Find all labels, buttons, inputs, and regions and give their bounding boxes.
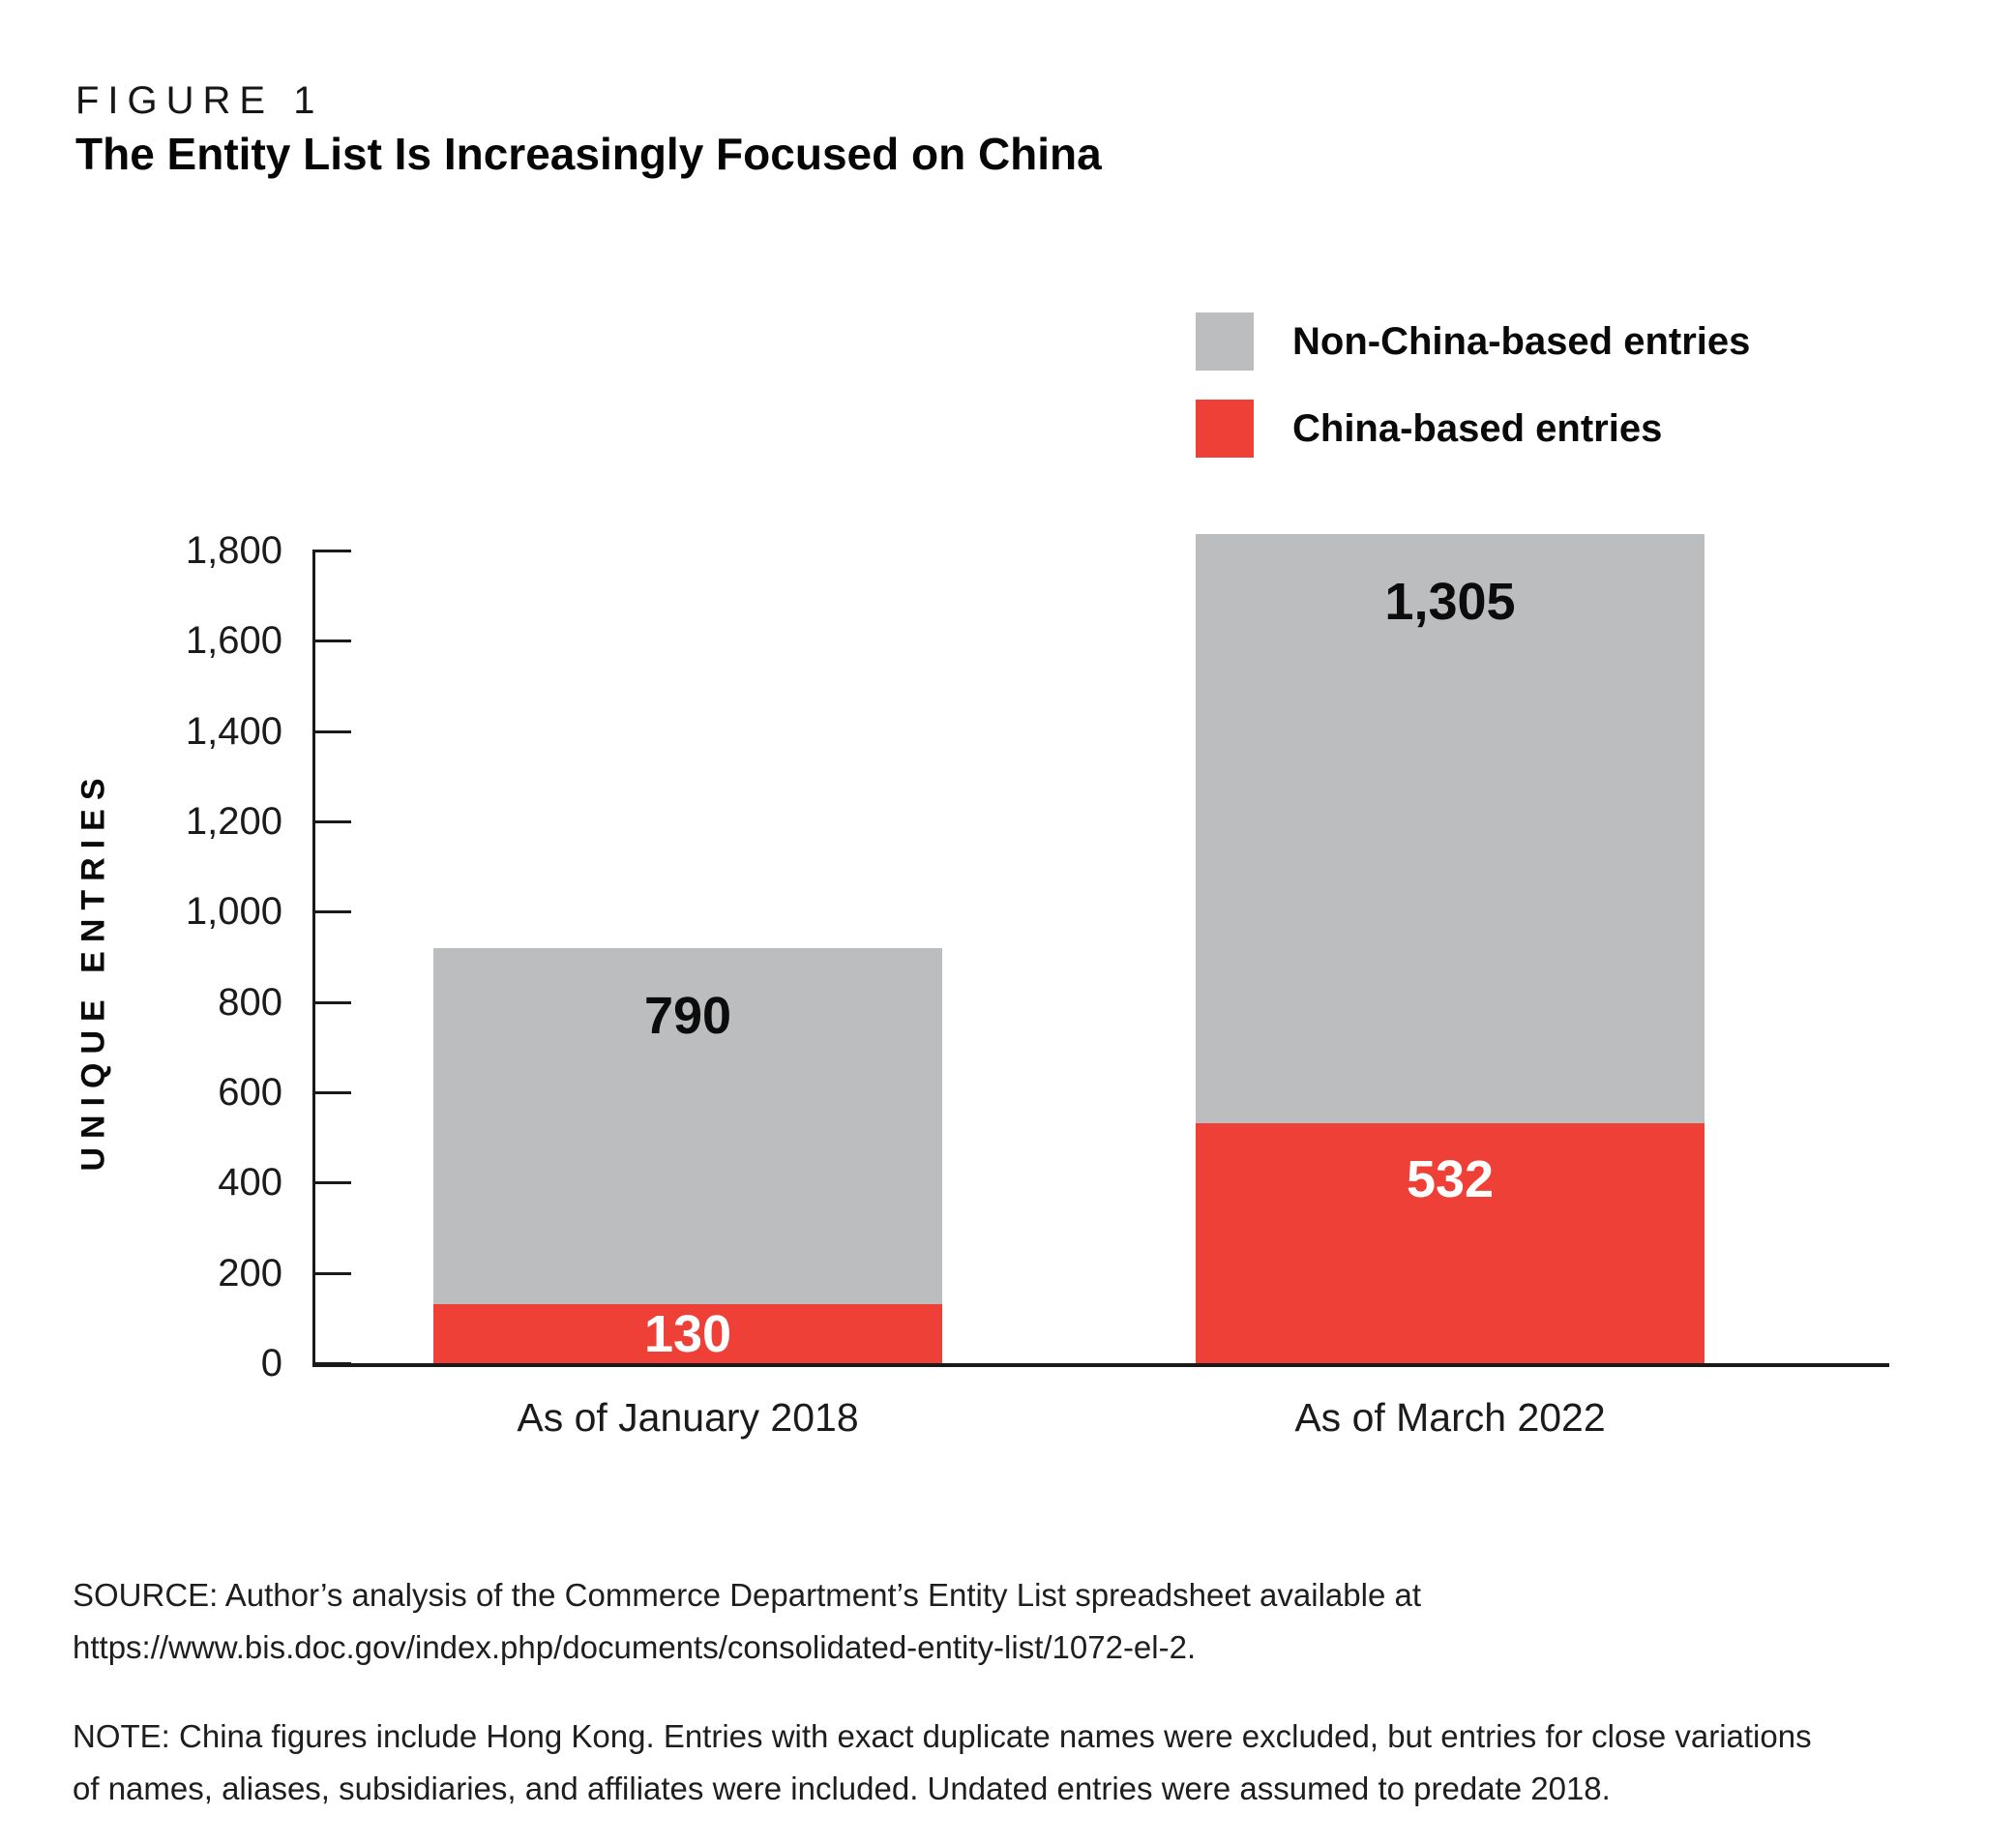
methodology-note: NOTE: China figures include Hong Kong. E…	[73, 1711, 1812, 1815]
y-tick-label-1200: 1,200	[185, 800, 282, 843]
x-axis-line	[312, 1363, 1889, 1367]
value-label-790: 790	[643, 986, 732, 1045]
y-tick-1800	[312, 550, 351, 552]
value-label-130: 130	[643, 1304, 732, 1363]
category-label-2022: As of March 2022	[1294, 1395, 1606, 1440]
source-note: SOURCE: Author’s analysis of the Commerc…	[73, 1569, 1421, 1674]
y-tick-label-800: 800	[218, 980, 282, 1024]
legend-label-china: China-based entries	[1292, 406, 1663, 450]
note-line-1: NOTE: China figures include Hong Kong. E…	[73, 1718, 1812, 1754]
y-tick-1000	[312, 910, 351, 914]
source-line-2: https://www.bis.doc.gov/index.php/docume…	[73, 1629, 1197, 1665]
y-tick-1400	[312, 729, 351, 733]
y-tick-400	[312, 1181, 351, 1185]
category-label-2018: As of January 2018	[517, 1395, 859, 1440]
y-tick-800	[312, 1000, 351, 1004]
figure-label: FIGURE 1	[75, 79, 324, 122]
non-china-segment-2	[1196, 533, 1705, 1123]
y-tick-label-400: 400	[218, 1161, 282, 1205]
china-segment-2	[1196, 1122, 1705, 1363]
y-tick-label-1800: 1,800	[185, 529, 282, 572]
source-line-1: SOURCE: Author’s analysis of the Commerc…	[73, 1577, 1421, 1613]
legend-label-non-china: Non-China-based entries	[1292, 319, 1751, 363]
y-tick-200	[312, 1271, 351, 1275]
y-tick-1600	[312, 640, 351, 643]
note-line-2: of names, aliases, subsidiaries, and aff…	[73, 1771, 1611, 1806]
y-tick-label-1400: 1,400	[185, 709, 282, 753]
legend-row-china: China-based entries	[1196, 400, 1750, 458]
y-tick-label-0: 0	[260, 1342, 282, 1384]
non-china-swatch-icon	[1196, 312, 1254, 371]
value-label-1,305: 1,305	[1384, 572, 1516, 631]
y-tick-600	[312, 1091, 351, 1094]
y-tick-1200	[312, 820, 351, 823]
y-axis-line	[312, 551, 315, 1367]
non-china-segment-1	[433, 947, 942, 1305]
china-segment-1	[433, 1304, 942, 1363]
legend: Non-China-based entries China-based entr…	[1196, 312, 1750, 458]
y-tick-label-600: 600	[218, 1071, 282, 1114]
y-tick-label-1000: 1,000	[185, 890, 282, 934]
y-tick-0	[312, 1362, 351, 1365]
y-tick-label-200: 200	[218, 1251, 282, 1294]
value-label-532: 532	[1406, 1149, 1495, 1208]
y-tick-label-1600: 1,600	[185, 619, 282, 663]
china-swatch-icon	[1196, 400, 1254, 458]
figure-title: The Entity List Is Increasingly Focused …	[75, 129, 1102, 179]
legend-row-non-china: Non-China-based entries	[1196, 312, 1750, 371]
